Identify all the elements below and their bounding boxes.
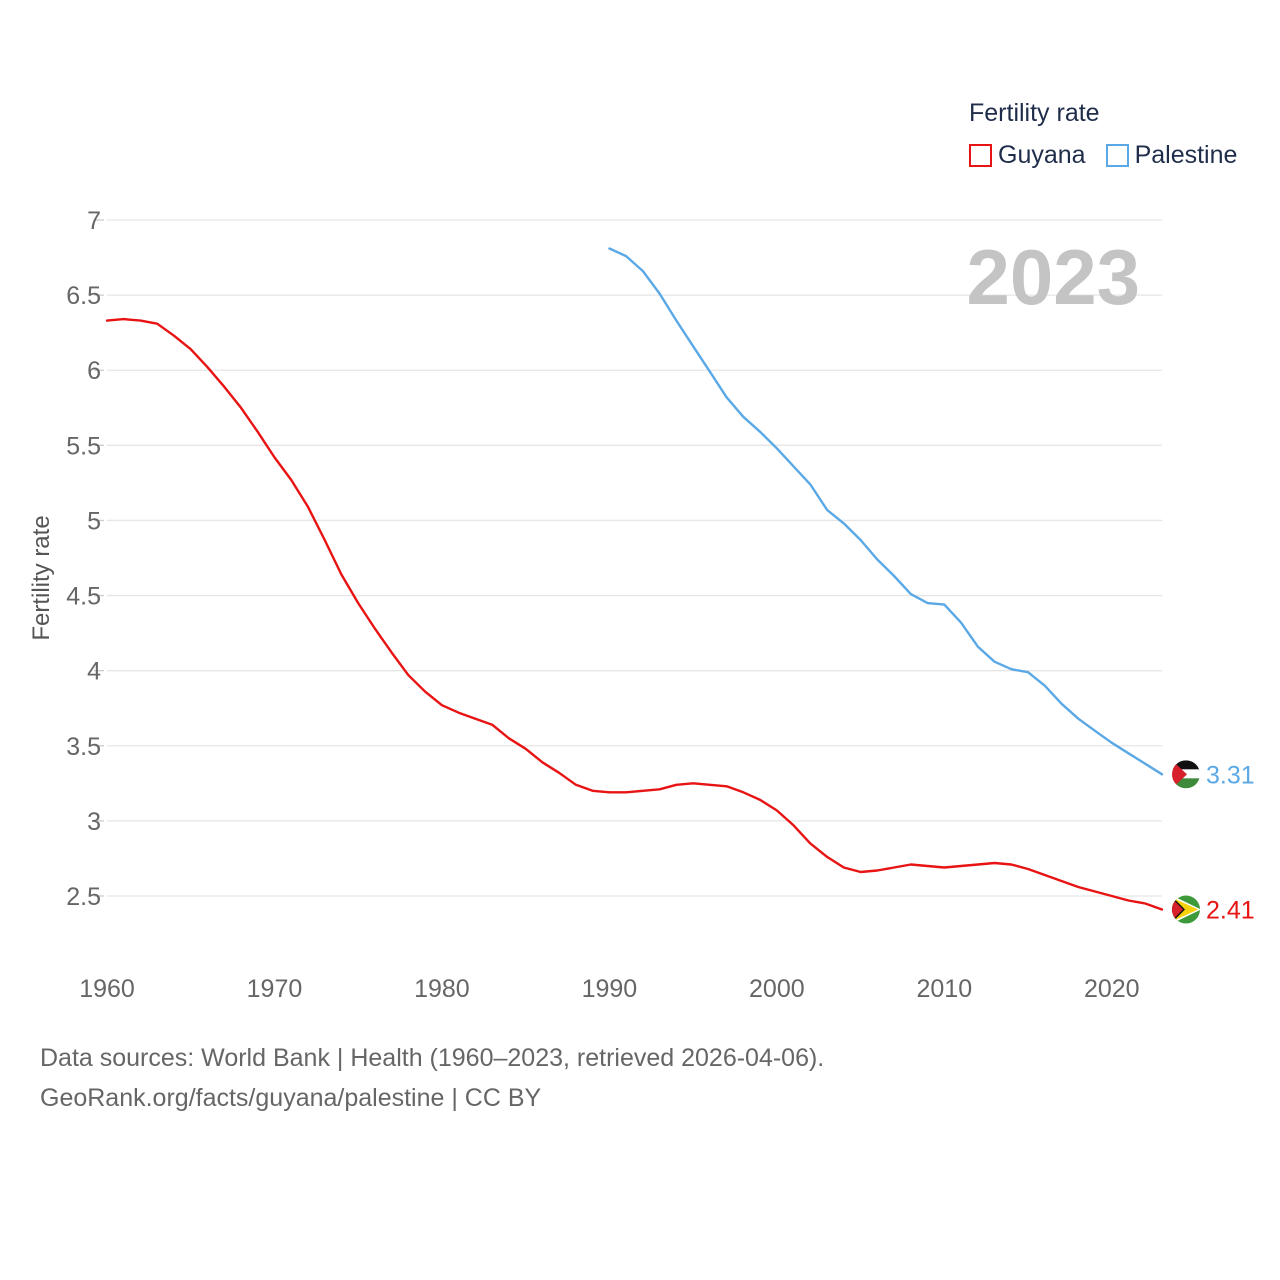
ytick-label: 2.5 [66,883,101,911]
legend-title: Fertility rate [969,99,1100,127]
legend-label-guyana: Guyana [998,141,1086,169]
legend-item-guyana[interactable]: Guyana [969,141,1086,170]
legend-item-palestine[interactable]: Palestine [1105,141,1238,170]
xtick-label: 1980 [414,975,470,1003]
flag-marker-guyana [1172,895,1200,924]
xtick-label: 1990 [582,975,638,1003]
footer-sources: Data sources: World Bank | Health (1960–… [40,1044,825,1072]
xtick-label: 2000 [749,975,805,1003]
year-watermark: 2023 [966,233,1140,321]
legend-swatch-palestine [1105,144,1129,167]
x-axis-ticks: 1960 1970 1980 1990 2000 2010 2020 [79,975,1139,1003]
y-axis-ticks: 2.5 3 3.5 4 4.5 5 5.5 6 6.5 7 [66,207,101,911]
footer-attribution[interactable]: GeoRank.org/facts/guyana/palestine | CC … [40,1084,542,1112]
end-value-label-guyana: 2.41 [1206,897,1255,925]
y-axis-label: Fertility rate [28,515,55,641]
grid-lines [94,219,1162,897]
series-lines [105,247,1164,911]
ytick-label: 5 [87,507,101,535]
ytick-label: 4.5 [66,583,101,611]
ytick-label: 6.5 [66,282,101,310]
ytick-label: 3 [87,808,101,836]
ytick-label: 3.5 [66,733,101,761]
flag-marker-palestine [1172,760,1200,789]
series-line-guyana[interactable] [105,317,1164,911]
xtick-label: 2010 [916,975,972,1003]
legend-swatch-guyana [969,144,992,167]
end-value-label-palestine: 3.31 [1206,761,1255,789]
ytick-label: 5.5 [66,432,101,460]
legend: Guyana Palestine [969,141,1257,170]
xtick-label: 2020 [1084,975,1140,1003]
xtick-label: 1960 [79,975,135,1003]
end-markers: 2.41 3.31 [1172,760,1255,925]
ytick-label: 6 [87,357,101,385]
ytick-label: 7 [87,207,101,235]
xtick-label: 1970 [247,975,303,1003]
ytick-label: 4 [87,658,101,686]
legend-label-palestine: Palestine [1134,141,1238,169]
series-line-palestine[interactable] [608,247,1164,776]
